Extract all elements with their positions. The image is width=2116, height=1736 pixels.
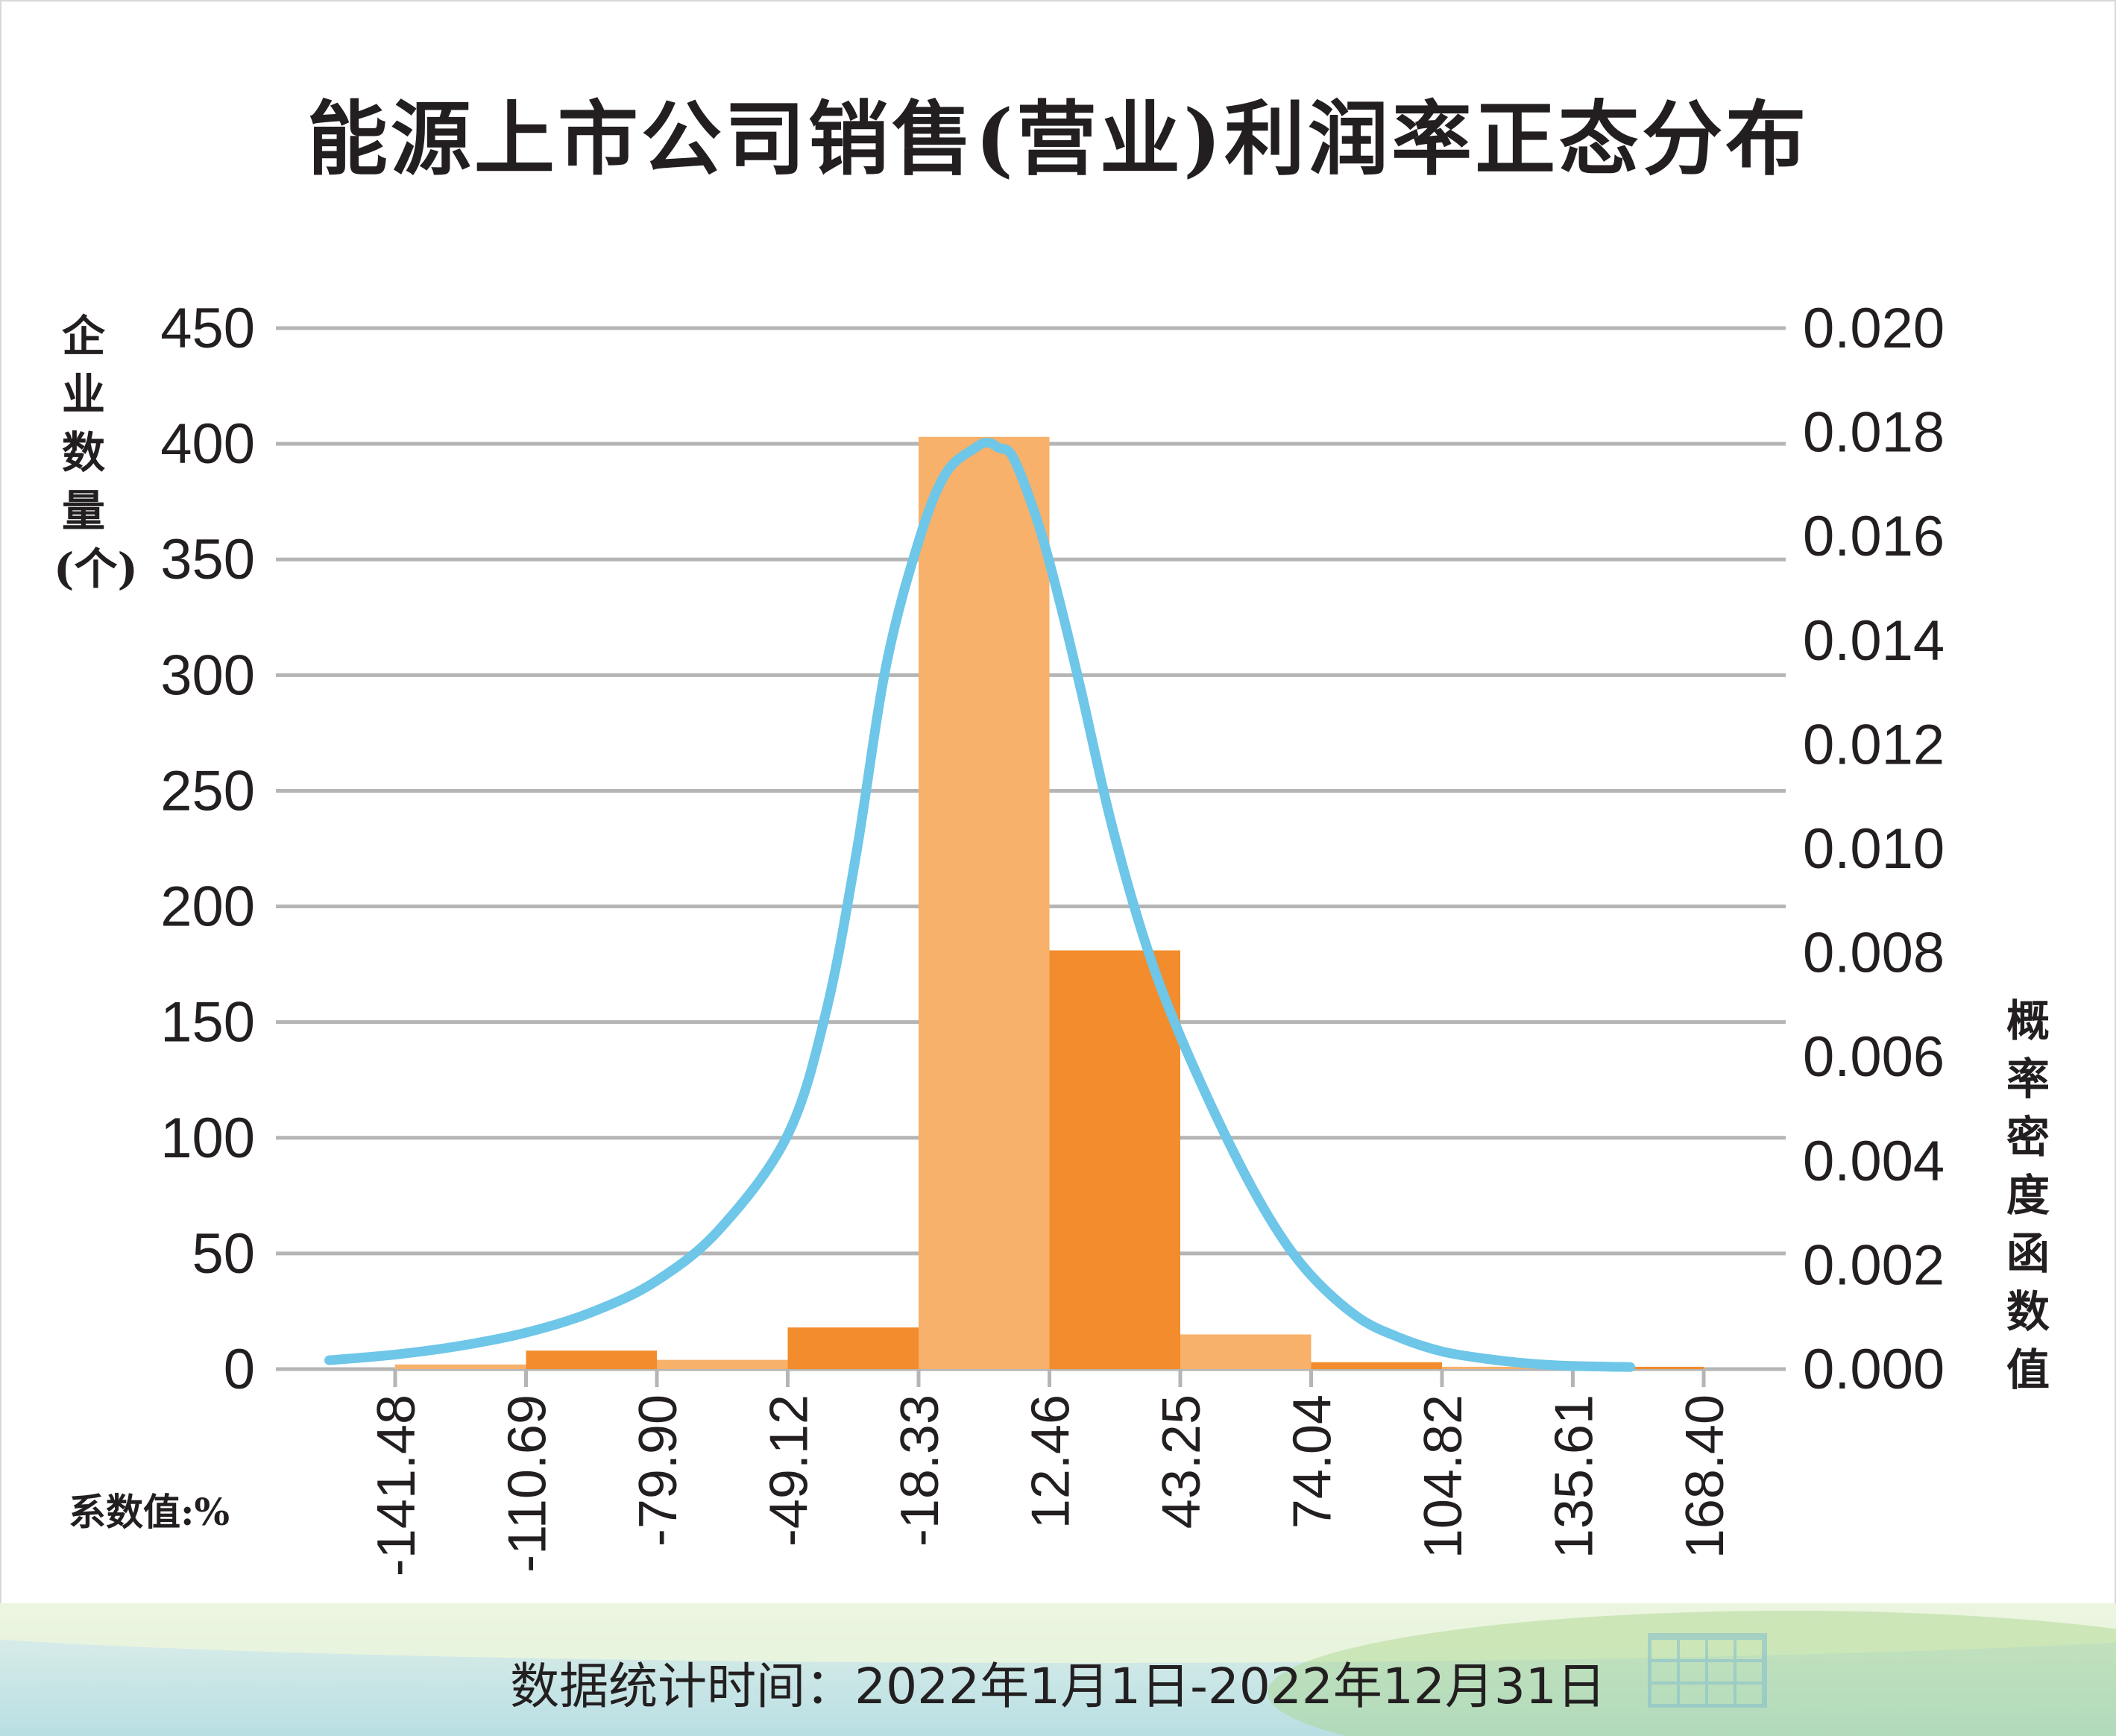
x-axis-label: 系数值:% (69, 1490, 230, 1534)
y-right-axis-label: 概率密度函数值 (2006, 996, 2050, 1395)
y-right-tick-labels: 0.020 0.018 0.016 0.014 0.012 0.010 0.008 0.006… (1803, 297, 1945, 1401)
y-right-tick-label: 0.000 (1803, 1338, 1945, 1401)
x-tick-label: 43.25 (1152, 1394, 1212, 1529)
x-tick-label: 135.61 (1545, 1394, 1605, 1559)
y-right-tick-label: 0.004 (1803, 1130, 1945, 1193)
histogram-bar (1049, 950, 1180, 1369)
x-tick-label: -110.69 (498, 1394, 558, 1573)
histogram-bars (395, 436, 1704, 1369)
data-period-footer: 数据统计时间：2022年1月1日-2022年12月31日 (510, 1658, 1606, 1715)
y-right-tick-label: 0.012 (1803, 713, 1945, 776)
y-right-tick-label: 0.018 (1803, 401, 1945, 465)
x-tick-label: -79.90 (629, 1394, 688, 1547)
histogram-bar (1180, 1334, 1312, 1369)
y-left-tick-label: 100 (160, 1107, 255, 1170)
histogram-bar (1442, 1366, 1573, 1369)
solar-panel-icon (1648, 1633, 1767, 1708)
histogram-bar (1311, 1362, 1442, 1369)
density-curve-layer (324, 438, 1635, 1372)
y-left-tick-label: 150 (160, 991, 255, 1054)
density-curve (324, 438, 1635, 1372)
x-tick-label: 74.04 (1283, 1394, 1343, 1529)
x-tick-labels: -141.48 -110.69 -79.90 -49.12 -18.33 12.46 43.… (367, 1394, 1735, 1576)
histogram-bar (395, 1364, 526, 1369)
x-tick-label: -141.48 (367, 1394, 426, 1576)
decorative-footer-band (0, 1603, 2116, 1736)
y-right-tick-label: 0.010 (1803, 817, 1945, 881)
x-tick-label: 104.82 (1414, 1394, 1473, 1559)
y-left-tick-label: 450 (160, 297, 255, 360)
x-tick-label: 12.46 (1021, 1394, 1081, 1529)
y-right-tick-label: 0.002 (1803, 1233, 1945, 1297)
histogram-bar (657, 1359, 788, 1369)
x-tick-label: -49.12 (760, 1394, 819, 1547)
y-right-tick-label: 0.006 (1803, 1025, 1945, 1089)
y-left-tick-label: 0 (224, 1338, 255, 1401)
histogram-bar (787, 1327, 919, 1369)
histogram-bar (1572, 1366, 1704, 1369)
y-left-tick-label: 50 (192, 1222, 255, 1286)
x-tick-label: 168.40 (1675, 1394, 1735, 1559)
y-left-tick-label: 300 (160, 644, 255, 707)
y-right-tick-label: 0.020 (1803, 297, 1945, 360)
y-left-tick-label: 400 (160, 412, 255, 476)
y-right-tick-label: 0.014 (1803, 609, 1945, 673)
x-tick-label: -18.33 (890, 1394, 950, 1547)
y-left-tick-label: 350 (160, 528, 255, 591)
y-right-tick-label: 0.008 (1803, 922, 1945, 985)
x-axis (393, 1369, 1706, 1387)
y-left-axis-label: 企业数量(个) (54, 311, 138, 594)
y-right-tick-label: 0.016 (1803, 505, 1945, 568)
histogram-bar (526, 1350, 657, 1369)
chart-title: 能源上市公司销售(营业)利润率正态分布 (306, 92, 1810, 186)
y-left-tick-label: 200 (160, 875, 255, 939)
histogram-bar (919, 436, 1050, 1369)
y-left-tick-label: 250 (160, 759, 255, 823)
y-left-tick-labels: 450 400 350 300 250 200 150 100 50 0 (160, 297, 255, 1401)
